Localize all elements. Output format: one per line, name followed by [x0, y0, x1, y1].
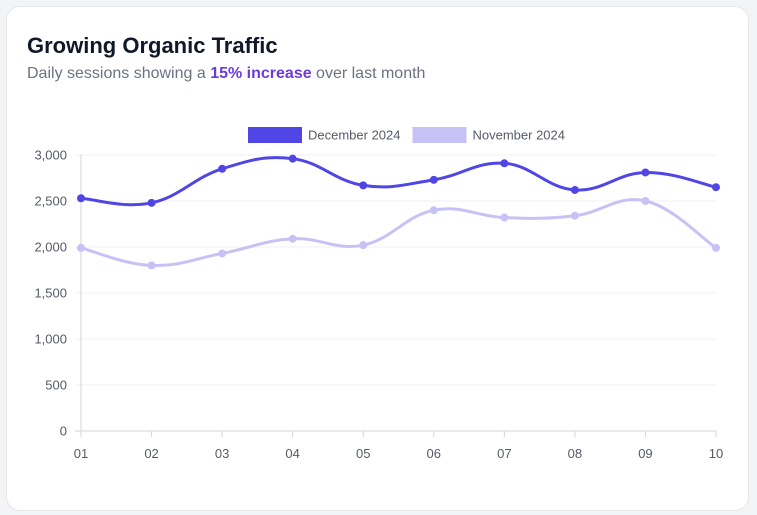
- x-axis: 01 02 03 04 05 06 07 08 09 10: [74, 431, 723, 461]
- x-tick-label: 05: [356, 446, 370, 461]
- legend-item-november-2024[interactable]: November 2024: [412, 127, 566, 143]
- data-point-december-2024[interactable]: [641, 168, 650, 177]
- y-tick-label: 2,000: [34, 240, 67, 255]
- data-point-december-2024[interactable]: [359, 181, 368, 190]
- subtitle-highlight: 15% increase: [210, 65, 312, 82]
- chart-title: Growing Organic Traffic: [27, 33, 278, 58]
- legend-swatch: [412, 127, 467, 143]
- data-point-december-2024[interactable]: [712, 183, 720, 192]
- x-tick-label: 09: [638, 446, 652, 461]
- data-point-november-2024[interactable]: [147, 261, 156, 270]
- legend-swatch: [248, 127, 302, 143]
- subtitle-suffix: over last month: [311, 65, 426, 82]
- data-point-november-2024[interactable]: [77, 243, 85, 252]
- data-point-december-2024[interactable]: [500, 159, 509, 168]
- data-point-december-2024[interactable]: [218, 164, 227, 173]
- x-tick-label: 01: [74, 446, 88, 461]
- y-tick-label: 1,000: [34, 332, 67, 347]
- legend-item-december-2024[interactable]: December 2024: [248, 127, 401, 143]
- legend-label: November 2024: [473, 128, 566, 143]
- legend-label: December 2024: [308, 128, 401, 143]
- y-tick-label: 3,000: [34, 148, 67, 163]
- data-point-december-2024[interactable]: [147, 198, 156, 207]
- data-point-november-2024[interactable]: [429, 206, 438, 215]
- data-point-november-2024[interactable]: [570, 211, 579, 220]
- series-group: [77, 154, 720, 270]
- x-tick-label: 10: [709, 446, 723, 461]
- data-point-december-2024[interactable]: [429, 175, 438, 184]
- x-tick-label: 08: [568, 446, 582, 461]
- series-line-november-2024: [79, 198, 718, 267]
- data-point-november-2024[interactable]: [218, 249, 227, 258]
- data-point-december-2024[interactable]: [570, 185, 579, 194]
- data-point-december-2024[interactable]: [288, 154, 297, 163]
- data-point-december-2024[interactable]: [77, 194, 85, 203]
- legend[interactable]: December 2024 November 2024: [248, 127, 565, 143]
- x-tick-label: 07: [497, 446, 511, 461]
- data-point-november-2024[interactable]: [500, 213, 509, 222]
- data-point-november-2024[interactable]: [712, 243, 720, 252]
- x-tick-label: 06: [427, 446, 441, 461]
- data-point-november-2024[interactable]: [288, 234, 297, 243]
- chart-card: Growing Organic Traffic Daily sessions s…: [6, 6, 749, 511]
- y-tick-label: 500: [45, 378, 67, 393]
- chart-subtitle: Daily sessions showing a 15% increase ov…: [27, 65, 425, 83]
- y-tick-label: 2,500: [34, 194, 67, 209]
- y-tick-label: 0: [60, 424, 67, 439]
- data-point-november-2024[interactable]: [641, 197, 650, 205]
- y-tick-label: 1,500: [34, 286, 67, 301]
- data-point-november-2024[interactable]: [359, 241, 368, 250]
- grid-lines: [75, 154, 716, 432]
- x-tick-label: 02: [144, 446, 158, 461]
- x-tick-label: 04: [285, 446, 299, 461]
- x-tick-label: 03: [215, 446, 229, 461]
- series-line-december-2024: [79, 156, 718, 207]
- y-axis: 0 500 1,000 1,500 2,000 2,500 3,000: [34, 148, 82, 439]
- subtitle-prefix: Daily sessions showing a: [27, 65, 211, 82]
